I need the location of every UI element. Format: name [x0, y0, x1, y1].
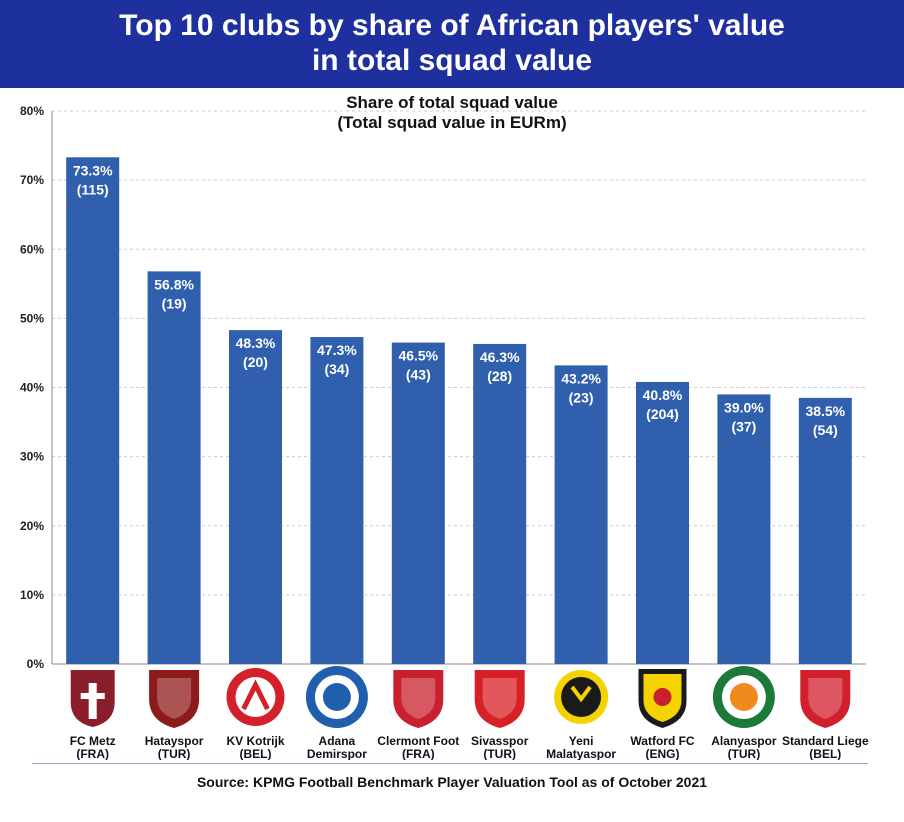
chart-subtitle-line-1: Share of total squad value — [346, 93, 558, 112]
emblem-mark — [570, 685, 592, 703]
hatayspor-logo — [149, 670, 200, 728]
bar-squad-value-label: (19) — [162, 295, 187, 311]
sivasspor-logo — [474, 670, 525, 728]
chart-subtitle: Share of total squad value (Total squad … — [0, 93, 904, 133]
emblem-mark — [653, 688, 672, 706]
shield-shape — [800, 670, 851, 728]
x-category-label: (BEL) — [809, 747, 841, 760]
watford-logo — [638, 669, 687, 728]
bar-squad-value-label: (23) — [569, 389, 594, 405]
adana-demirspor-logo — [305, 666, 368, 728]
x-category-label: (TUR) — [158, 747, 191, 760]
bar-squad-value-label: (204) — [646, 406, 679, 422]
shield-inner — [157, 678, 192, 719]
x-category-label: Standard Liege — [782, 734, 869, 748]
bar — [391, 342, 445, 664]
y-tick-label: 40% — [20, 381, 44, 395]
x-category-label: Hatayspor — [145, 734, 204, 748]
x-category-label: (FRA) — [402, 747, 435, 760]
shield-inner — [808, 678, 843, 719]
bar-value-label: 43.2% — [561, 370, 601, 386]
bar-squad-value-label: (28) — [487, 368, 512, 384]
source-divider — [32, 763, 868, 764]
chart-title: Top 10 clubs by share of African players… — [0, 8, 904, 78]
fc-metz-logo — [70, 670, 115, 727]
x-category-label: Yeni — [569, 734, 594, 748]
title-banner — [0, 0, 904, 88]
yeni-malatyaspor-logo — [554, 670, 609, 724]
bar — [473, 343, 527, 664]
bar — [798, 397, 852, 664]
bar-value-label: 56.8% — [154, 276, 194, 292]
shield-inner — [482, 678, 517, 719]
y-tick-label: 10% — [20, 588, 44, 602]
x-category-label: Adana — [319, 734, 356, 748]
shield-shape — [393, 670, 444, 728]
standard-liege-logo — [800, 670, 851, 728]
bar-squad-value-label: (43) — [406, 367, 431, 383]
x-category-label: Watford FC — [630, 734, 695, 748]
y-tick-label: 80% — [20, 104, 44, 118]
shield-inner — [401, 678, 436, 719]
bar-value-label: 40.8% — [643, 387, 683, 403]
bar-value-label: 73.3% — [73, 162, 113, 178]
bar-squad-value-label: (20) — [243, 354, 268, 370]
shield-shape — [474, 670, 525, 728]
x-category-label: KV Kotrijk — [226, 734, 284, 748]
bar-squad-value-label: (54) — [813, 422, 838, 438]
x-category-label: FC Metz — [70, 734, 116, 748]
y-tick-label: 0% — [27, 657, 45, 671]
chart-subtitle-line-2: (Total squad value in EURm) — [337, 113, 567, 132]
emblem-mark — [241, 679, 270, 711]
y-tick-label: 20% — [20, 519, 44, 533]
bar — [717, 394, 771, 664]
bar-value-label: 46.3% — [480, 349, 520, 365]
bar-squad-value-label: (37) — [731, 418, 756, 434]
kv-kortrijk-logo — [226, 668, 285, 726]
x-category-label: Clermont Foot — [377, 734, 459, 748]
x-category-label: Malatyaspor — [546, 747, 616, 760]
x-category-label: Demirspor — [307, 747, 367, 760]
bar-squad-value-label: (115) — [77, 181, 109, 197]
x-category-label: (TUR) — [728, 747, 761, 760]
chart-title-line-2: in total squad value — [311, 44, 593, 77]
round-badge-core — [729, 683, 758, 711]
shield-shape — [149, 670, 200, 728]
source-note: Source: KPMG Football Benchmark Player V… — [196, 774, 708, 790]
x-category-label: (BEL) — [240, 747, 272, 760]
bar — [310, 337, 364, 664]
x-category-label: Alanyaspor — [711, 734, 777, 748]
bar — [554, 365, 608, 664]
bar-squad-value-label: (34) — [324, 361, 349, 377]
y-tick-label: 30% — [20, 450, 44, 464]
x-category-label: Sivasspor — [471, 734, 529, 748]
y-tick-label: 60% — [20, 242, 44, 256]
bar-value-label: 46.5% — [398, 348, 438, 364]
chart-title-line-1: Top 10 clubs by share of African players… — [119, 9, 785, 42]
bar-value-label: 39.0% — [724, 399, 764, 415]
bar — [229, 330, 282, 664]
alanyaspor-logo — [712, 666, 775, 728]
round-badge-core — [322, 683, 351, 711]
bar-value-label: 48.3% — [236, 335, 276, 351]
bar-value-label: 47.3% — [317, 342, 357, 358]
x-category-label: (FRA) — [76, 747, 109, 760]
clermont-foot-logo — [393, 670, 444, 728]
bar — [147, 271, 201, 664]
y-tick-label: 70% — [20, 173, 44, 187]
bar-value-label: 38.5% — [805, 403, 845, 419]
cross-shape — [88, 683, 97, 719]
x-category-label: (TUR) — [483, 747, 516, 760]
bar-chart: 0% 10% 20% 30% 40% 50% 60% 70% 80% 73.3% (115) FC M… — [20, 104, 869, 760]
bar — [66, 157, 120, 664]
x-category-label: (ENG) — [646, 747, 680, 760]
bar — [636, 381, 689, 664]
cross-shape — [80, 693, 105, 699]
y-tick-label: 50% — [20, 311, 44, 325]
